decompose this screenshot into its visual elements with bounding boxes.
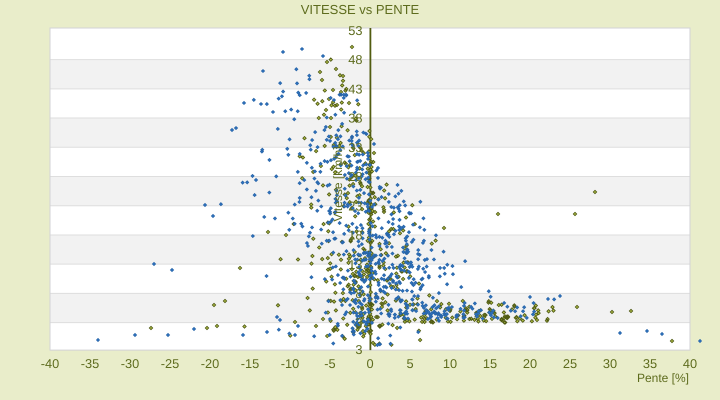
svg-text:15: 15 bbox=[483, 356, 497, 371]
svg-text:3: 3 bbox=[355, 315, 362, 330]
svg-text:-40: -40 bbox=[41, 356, 60, 371]
svg-text:23: 23 bbox=[348, 198, 362, 213]
svg-text:35: 35 bbox=[643, 356, 657, 371]
svg-text:-5: -5 bbox=[324, 356, 335, 371]
svg-text:Vitesse [km/h]: Vitesse [km/h] bbox=[331, 146, 345, 221]
svg-text:Pente [%]: Pente [%] bbox=[637, 371, 689, 385]
svg-text:10: 10 bbox=[443, 356, 457, 371]
svg-text:38: 38 bbox=[348, 111, 362, 126]
svg-text:43: 43 bbox=[348, 81, 362, 96]
svg-text:-25: -25 bbox=[161, 356, 180, 371]
svg-text:48: 48 bbox=[348, 52, 362, 67]
svg-text:53: 53 bbox=[348, 23, 362, 38]
svg-text:-10: -10 bbox=[281, 356, 300, 371]
svg-text:13: 13 bbox=[348, 257, 362, 272]
svg-text:0: 0 bbox=[366, 356, 373, 371]
svg-text:28: 28 bbox=[348, 169, 362, 184]
svg-text:8: 8 bbox=[355, 286, 362, 301]
svg-text:33: 33 bbox=[348, 140, 362, 155]
svg-text:-35: -35 bbox=[81, 356, 100, 371]
svg-text:20: 20 bbox=[523, 356, 537, 371]
svg-text:18: 18 bbox=[348, 228, 362, 243]
svg-text:-20: -20 bbox=[201, 356, 220, 371]
svg-text:5: 5 bbox=[406, 356, 413, 371]
svg-text:-30: -30 bbox=[121, 356, 140, 371]
svg-text:40: 40 bbox=[683, 356, 697, 371]
svg-text:VITESSE vs PENTE: VITESSE vs PENTE bbox=[301, 2, 420, 17]
svg-text:25: 25 bbox=[563, 356, 577, 371]
svg-text:-15: -15 bbox=[241, 356, 260, 371]
svg-text:3: 3 bbox=[355, 342, 362, 357]
svg-text:30: 30 bbox=[603, 356, 617, 371]
